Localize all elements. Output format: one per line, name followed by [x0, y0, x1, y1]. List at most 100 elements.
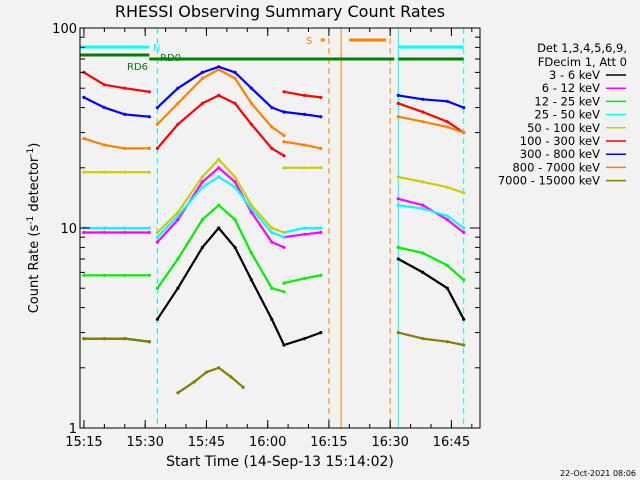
x-axis-label: Start Time (14-Sep-13 15:14:02)	[166, 454, 394, 470]
series-point-5-2-2	[319, 95, 323, 99]
series-point-4-0-2	[123, 170, 127, 174]
series-point-1-2-2	[319, 230, 323, 235]
series-point-6-1-0	[155, 106, 159, 110]
series-point-3-1-3	[217, 175, 221, 179]
series-line-7-seg-3	[398, 115, 465, 134]
series-point-7-3-3	[462, 131, 466, 135]
series-point-2-1-3	[217, 203, 221, 207]
series-point-8-1-2	[204, 370, 208, 374]
series-point-6-2-2	[319, 115, 323, 119]
y-tick-label-1: 10	[60, 222, 77, 237]
series-point-3-3-3	[462, 226, 466, 230]
series-point-0-2-0	[282, 343, 286, 347]
series-line-0-seg-3	[397, 258, 465, 320]
series-point-1-1-0	[155, 240, 159, 244]
series-point-8-1-0	[176, 391, 180, 395]
legend-label-1: 6 - 12 keV	[542, 81, 600, 95]
series-line-0-seg-1	[156, 226, 285, 346]
series-point-0-2-1	[302, 337, 306, 341]
series-point-1-0-1	[102, 230, 106, 235]
series-point-0-3-3	[462, 317, 466, 321]
series-point-6-1-3	[217, 65, 221, 69]
series-point-7-0-1	[102, 143, 106, 147]
series-point-2-3-0	[396, 245, 400, 249]
series-line-7-seg-0	[83, 137, 150, 150]
series-point-1-3-0	[396, 197, 400, 201]
series-point-3-1-7	[282, 235, 286, 239]
series-point-0-1-5	[249, 278, 253, 282]
series-line-6-seg-0	[83, 96, 150, 118]
series-point-1-3-1	[421, 203, 425, 207]
legend-label-4: 50 - 100 keV	[527, 121, 600, 135]
series-point-4-0-0	[82, 170, 86, 174]
series-point-6-1-2	[200, 70, 204, 74]
series-point-7-1-1	[176, 101, 180, 105]
series-point-6-1-1	[176, 86, 180, 90]
series-point-2-2-2	[319, 273, 323, 277]
legend-label-8: 7000 - 15000 keV	[498, 174, 600, 188]
series-point-6-2-1	[302, 112, 306, 116]
series-point-5-0-2	[123, 86, 127, 90]
series-point-6-1-4	[233, 70, 237, 74]
series-point-4-1-4	[233, 175, 237, 179]
series-point-8-2-2	[445, 340, 449, 344]
series-point-2-0-3	[147, 273, 151, 277]
series-point-8-1-3	[217, 366, 221, 370]
series-point-6-1-6	[270, 106, 274, 110]
series-point-1-1-4	[233, 180, 237, 184]
series-point-7-0-0	[82, 137, 86, 141]
series-point-7-1-3	[217, 67, 221, 72]
series-point-1-1-1	[176, 218, 180, 222]
series-point-2-1-1	[176, 257, 180, 261]
x-tick-label-3: 16:00	[249, 435, 286, 450]
series-point-8-1-4	[229, 375, 233, 379]
series-point-6-0-3	[147, 115, 151, 119]
series-point-4-3-0	[396, 175, 400, 179]
series-point-7-3-1	[421, 120, 425, 124]
series-point-2-1-0	[155, 286, 159, 290]
series-point-0-1-2	[200, 245, 204, 249]
series-point-4-1-7	[282, 230, 286, 235]
series-point-2-0-0	[82, 273, 86, 277]
series-point-8-0-0	[82, 337, 86, 341]
series-point-5-0-3	[147, 90, 151, 94]
series-point-2-1-5	[249, 251, 253, 255]
legend: Det 1,3,4,5,6,9, FDecim 1, Att 0 3 - 6 k…	[498, 41, 627, 188]
legend-header-line-2: FDecim 1, Att 0	[538, 55, 627, 69]
legend-label-0: 3 - 6 keV	[549, 68, 600, 82]
series-point-4-0-1	[102, 170, 106, 174]
series-point-4-2-0	[282, 166, 286, 170]
series-point-2-3-1	[421, 251, 425, 255]
series-point-2-2-1	[302, 276, 306, 280]
series-point-0-2-2	[319, 331, 323, 335]
series-point-5-1-4	[233, 101, 237, 105]
series-point-4-3-1	[421, 180, 425, 184]
series-point-8-2-0	[396, 331, 400, 335]
series-point-7-2-2	[319, 146, 323, 150]
series-point-1-3-2	[445, 218, 449, 222]
series-point-7-2-1	[302, 143, 306, 147]
x-tick-label-2: 15:45	[188, 435, 225, 450]
series-point-7-2-0	[282, 140, 286, 144]
series-point-5-1-1	[176, 122, 180, 126]
series-point-2-3-3	[462, 278, 466, 282]
legend-label-6: 300 - 800 keV	[520, 147, 600, 161]
series-line-3-seg-3	[398, 204, 465, 229]
series-point-6-3-3	[462, 106, 466, 110]
series-point-4-0-3	[147, 170, 151, 174]
series-point-5-1-3	[217, 93, 221, 97]
series-point-2-1-7	[282, 290, 286, 294]
chart-title: RHESSI Observing Summary Count Rates	[115, 2, 445, 21]
series-point-4-2-1	[302, 166, 306, 170]
series-point-7-1-4	[233, 76, 237, 80]
series-point-2-3-2	[445, 263, 449, 267]
series-point-6-2-0	[282, 110, 286, 114]
series-point-8-1-5	[241, 385, 245, 389]
series-line-8-seg-1	[177, 366, 244, 394]
series-point-3-1-6	[270, 230, 274, 235]
series-line-8-seg-0	[83, 337, 150, 343]
series-point-0-3-0	[396, 257, 400, 261]
legend-label-2: 12 - 25 keV	[534, 94, 600, 108]
series-point-1-1-3	[217, 166, 221, 170]
